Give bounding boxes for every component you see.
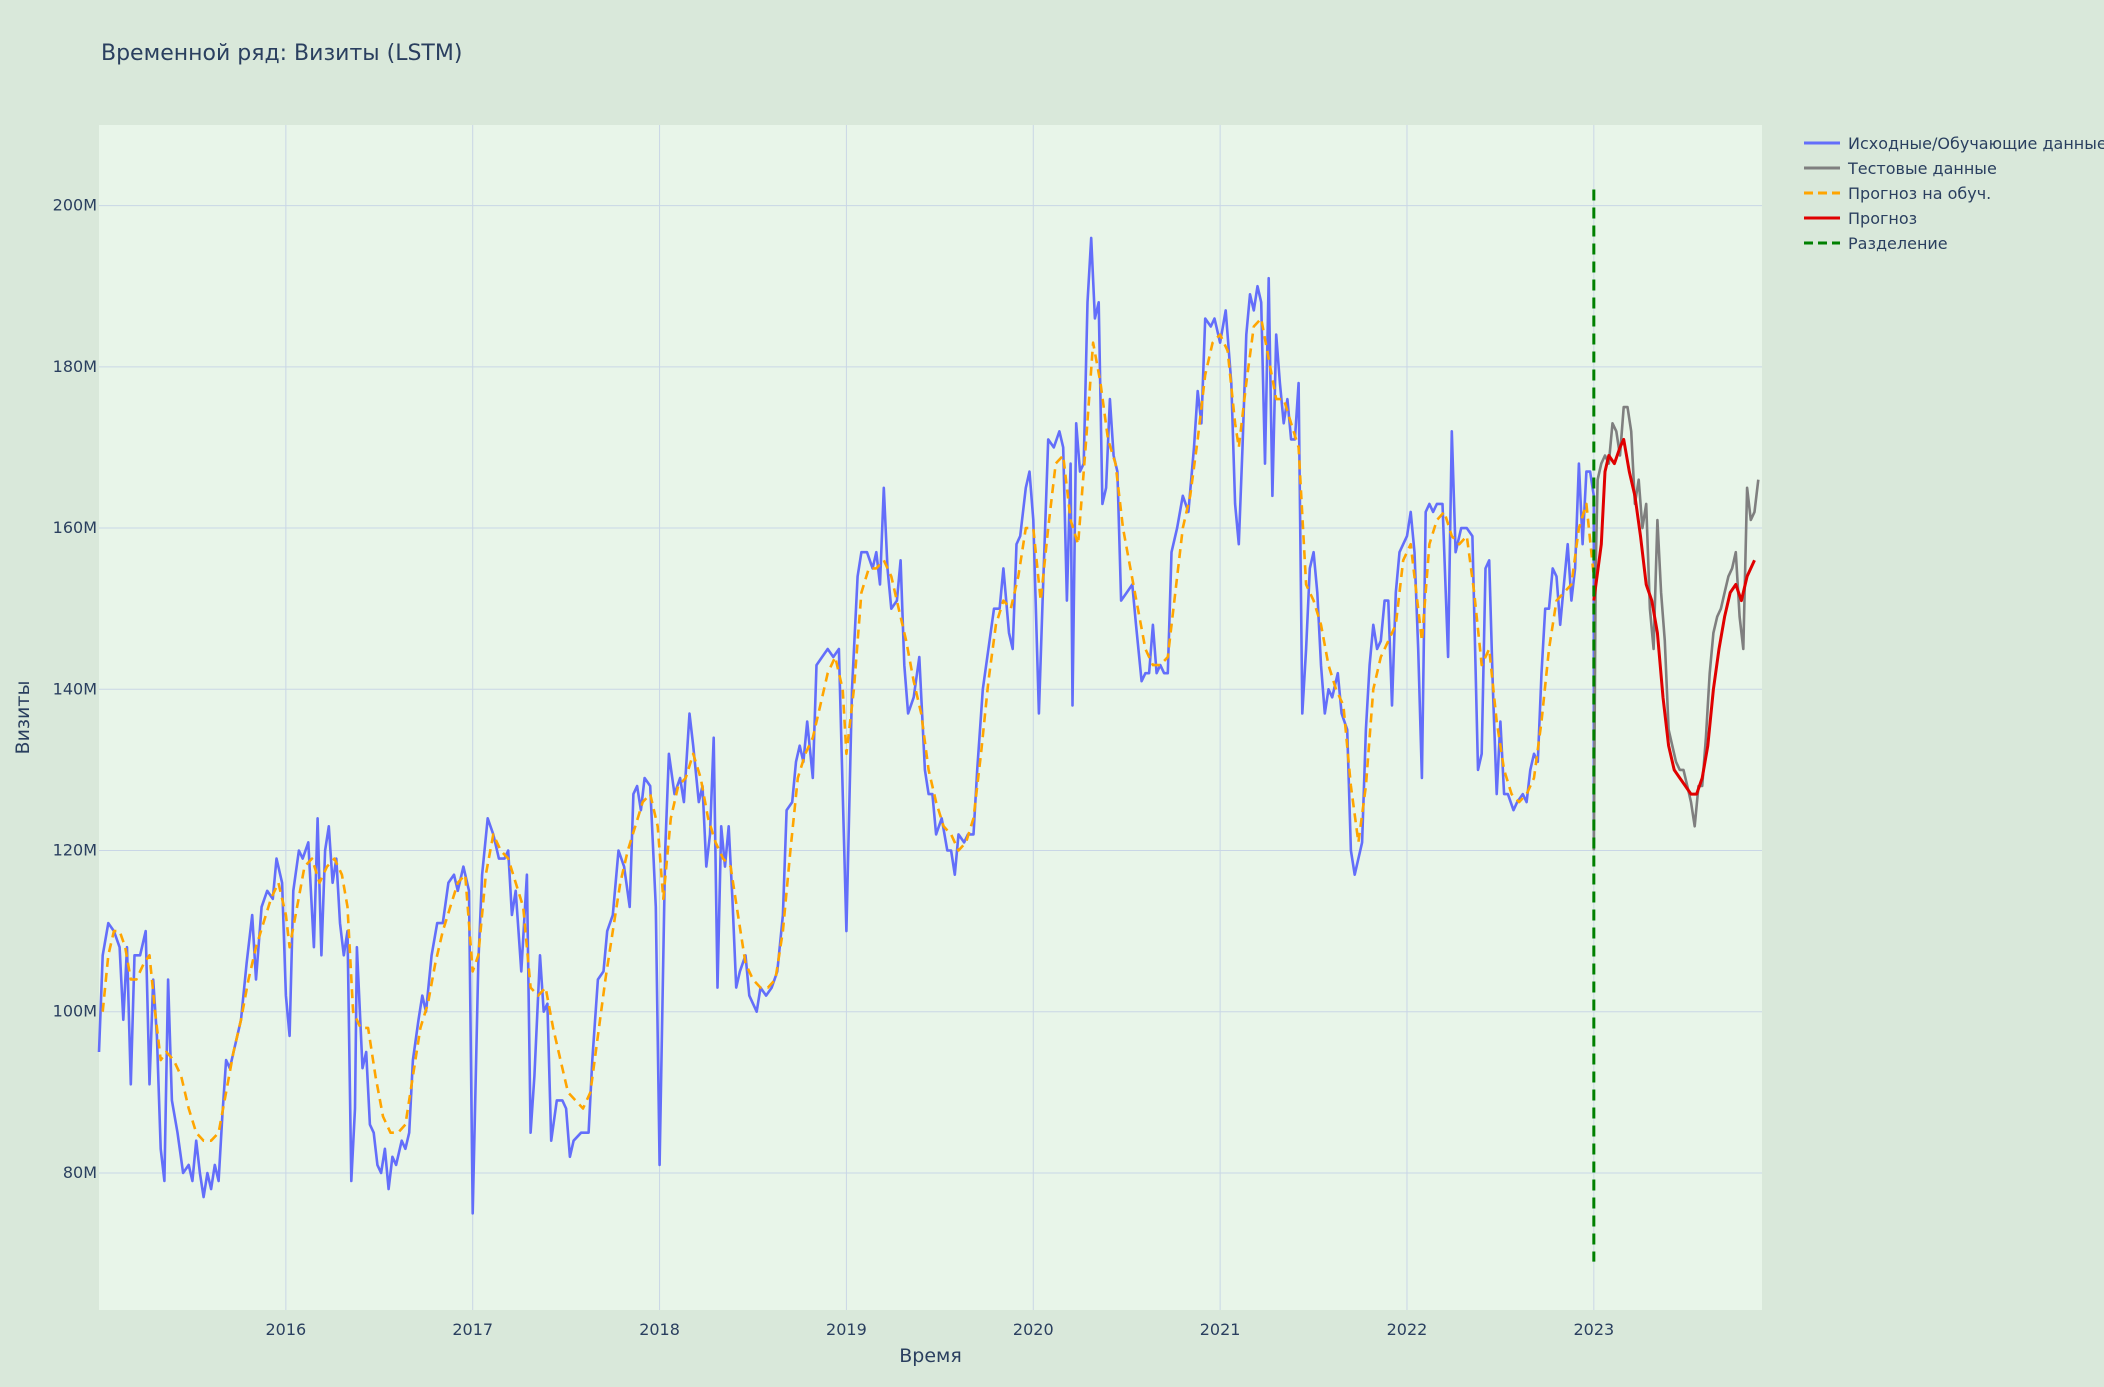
y-tick-labels: 80M 100M 120M 140M 160M 180M 200M bbox=[53, 196, 97, 1182]
legend-label: Исходные/Обучающие данные bbox=[1848, 134, 2104, 153]
legend-label: Разделение bbox=[1848, 234, 1948, 253]
series-forecast-line bbox=[1592, 437, 1756, 796]
y-tick-label: 140M bbox=[53, 679, 97, 698]
x-tick-label: 2020 bbox=[1013, 1320, 1054, 1339]
x-tick-label: 2019 bbox=[826, 1320, 867, 1339]
series-layer bbox=[97, 189, 1760, 1262]
x-tick-label: 2022 bbox=[1387, 1320, 1428, 1339]
legend-item[interactable]: Тестовые данные bbox=[1804, 159, 1997, 178]
y-tick-label: 180M bbox=[53, 357, 97, 376]
legend-label: Тестовые данные bbox=[1847, 159, 1997, 178]
y-axis-title: Визиты bbox=[12, 681, 34, 755]
x-tick-label: 2021 bbox=[1200, 1320, 1241, 1339]
legend-item[interactable]: Исходные/Обучающие данные bbox=[1804, 134, 2104, 153]
x-tick-label: 2018 bbox=[639, 1320, 680, 1339]
legend-label: Прогноз на обуч. bbox=[1848, 184, 1991, 203]
chart-title: Временной ряд: Визиты (LSTM) bbox=[101, 41, 462, 66]
legend-label: Прогноз bbox=[1848, 209, 1917, 228]
x-tick-labels: 2016 2017 2018 2019 2020 2021 2022 2023 bbox=[265, 1320, 1614, 1339]
y-tick-label: 100M bbox=[53, 1002, 97, 1021]
x-tick-label: 2023 bbox=[1573, 1320, 1614, 1339]
x-tick-label: 2016 bbox=[265, 1320, 306, 1339]
plot-area bbox=[99, 125, 1762, 1310]
y-tick-label: 200M bbox=[53, 196, 97, 215]
series-test-line bbox=[1592, 405, 1760, 851]
grid-lines bbox=[99, 125, 1762, 1310]
y-tick-label: 80M bbox=[63, 1163, 97, 1182]
x-tick-label: 2017 bbox=[452, 1320, 493, 1339]
legend[interactable]: Исходные/Обучающие данные Тестовые данные… bbox=[1804, 134, 2104, 253]
y-tick-label: 120M bbox=[53, 841, 97, 860]
y-tick-label: 160M bbox=[53, 518, 97, 537]
legend-item[interactable]: Прогноз на обуч. bbox=[1804, 184, 1991, 203]
series-train-forecast-line bbox=[101, 317, 1596, 1142]
legend-item[interactable]: Разделение bbox=[1804, 234, 1948, 253]
x-axis-title: Время bbox=[899, 1345, 962, 1367]
series-train-line bbox=[97, 236, 1596, 1215]
legend-item[interactable]: Прогноз bbox=[1804, 209, 1917, 228]
